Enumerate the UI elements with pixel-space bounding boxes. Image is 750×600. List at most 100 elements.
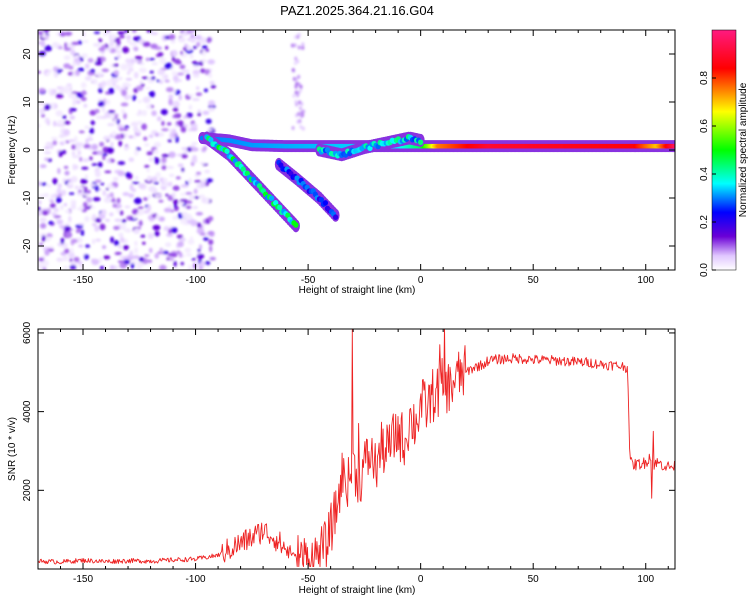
- noise-blob: [137, 99, 142, 104]
- spectrogram-y-tick-label: 20: [22, 48, 33, 60]
- noise-blob: [64, 222, 70, 227]
- noise-blob: [68, 252, 75, 259]
- noise-blob: [118, 76, 123, 81]
- colorbar-gradient: [711, 29, 737, 271]
- noise-blob: [186, 73, 190, 81]
- noise-blob: [104, 170, 112, 174]
- noise-blob: [81, 53, 89, 59]
- noise-blob: [301, 109, 305, 114]
- noise-blob: [107, 123, 115, 126]
- noise-blob: [299, 84, 303, 89]
- noise-blob: [77, 150, 82, 156]
- noise-blob: [92, 197, 101, 202]
- noise-blob: [197, 222, 201, 228]
- noise-blob: [57, 167, 61, 175]
- noise-blob: [105, 187, 109, 191]
- noise-blob: [163, 207, 172, 213]
- noise-blob: [196, 41, 201, 48]
- snr-x-tick-label: 0: [418, 574, 424, 585]
- noise-blob: [123, 229, 132, 233]
- noise-blob: [126, 39, 132, 44]
- noise-blob: [72, 100, 76, 107]
- noise-blob: [120, 63, 128, 71]
- noise-blob: [38, 123, 41, 128]
- noise-blob: [141, 76, 149, 80]
- noise-blob: [63, 202, 68, 207]
- noise-blob: [115, 50, 122, 54]
- noise-blob: [161, 153, 170, 158]
- noise-blob: [159, 264, 167, 270]
- noise-blob: [150, 32, 159, 35]
- noise-blob: [146, 169, 150, 173]
- noise-blob: [123, 259, 131, 265]
- noise-blob: [59, 31, 66, 37]
- noise-blob: [118, 232, 123, 237]
- noise-blob: [147, 194, 152, 199]
- noise-blob: [76, 191, 85, 196]
- noise-blob: [84, 174, 89, 179]
- noise-blob: [177, 36, 186, 43]
- noise-blob: [192, 64, 199, 68]
- snr-x-label: Height of straight line (km): [299, 585, 416, 596]
- noise-blob: [40, 40, 46, 48]
- noise-blob: [62, 140, 67, 144]
- noise-blob: [179, 64, 186, 70]
- noise-blob: [47, 236, 52, 241]
- spectrogram-descending-track-a: [202, 131, 300, 233]
- spectrogram-y-tick-label: 0: [22, 147, 33, 153]
- noise-blob: [46, 119, 51, 126]
- noise-blob: [174, 113, 180, 117]
- noise-blob: [104, 99, 111, 105]
- noise-blob: [105, 79, 114, 87]
- noise-blob: [186, 147, 193, 152]
- noise-blob: [159, 57, 166, 65]
- noise-blob: [84, 244, 91, 248]
- noise-blob: [127, 67, 134, 73]
- noise-blob: [98, 100, 105, 107]
- noise-blob: [199, 161, 206, 165]
- noise-blob: [42, 267, 47, 270]
- spectrogram-plot-area: [38, 30, 675, 270]
- descending-track-b-core: [322, 200, 329, 206]
- noise-blob: [123, 244, 129, 251]
- noise-blob: [94, 217, 102, 223]
- noise-blob: [137, 206, 144, 210]
- noise-blob: [91, 258, 100, 266]
- noise-blob: [38, 30, 44, 35]
- noise-blob: [70, 261, 78, 267]
- noise-blob: [204, 48, 210, 53]
- noise-blob: [63, 225, 71, 232]
- noise-blob: [39, 242, 43, 247]
- noise-blob: [166, 233, 174, 238]
- noise-blob: [48, 197, 53, 201]
- noise-blob: [146, 177, 152, 182]
- descending-track-a-core: [293, 222, 299, 228]
- noise-blob: [97, 161, 103, 168]
- noise-blob: [153, 149, 159, 155]
- noise-blob: [83, 193, 89, 197]
- noise-blob: [39, 217, 47, 223]
- noise-blob: [137, 209, 145, 216]
- noise-blob: [178, 251, 183, 258]
- noise-blob: [96, 115, 102, 120]
- noise-blob: [38, 206, 41, 211]
- spectrogram-y-tick-label: -10: [22, 190, 33, 205]
- noise-blob: [69, 247, 74, 255]
- noise-blob: [56, 219, 64, 225]
- noise-blob: [181, 69, 190, 73]
- snr-axes: -150 -100 -50 0 50 100 2000 4000 6000: [22, 321, 675, 585]
- noise-blob: [115, 44, 120, 51]
- noise-blob: [195, 211, 204, 216]
- noise-blob: [299, 124, 303, 129]
- noise-blob: [200, 181, 206, 188]
- noise-blob: [83, 254, 90, 260]
- noise-blob: [76, 227, 82, 232]
- noise-blob: [95, 72, 103, 77]
- noise-blob: [206, 38, 212, 43]
- noise-blob: [131, 94, 137, 101]
- noise-blob: [297, 74, 301, 79]
- noise-blob: [98, 38, 103, 43]
- noise-blob: [116, 40, 121, 46]
- noise-blob: [300, 113, 304, 118]
- noise-blob: [88, 156, 93, 161]
